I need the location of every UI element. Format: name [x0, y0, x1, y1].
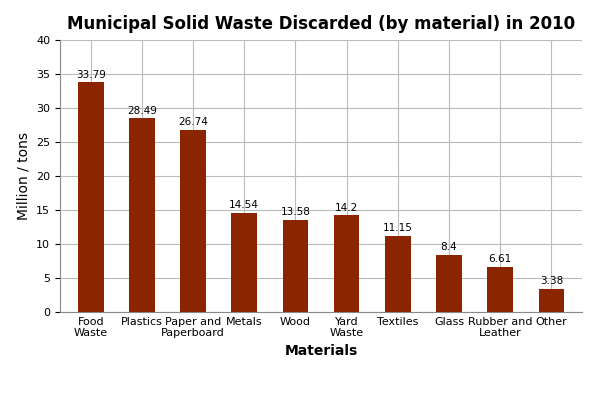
Bar — [334, 216, 359, 312]
Bar — [539, 289, 564, 312]
Text: 8.4: 8.4 — [440, 242, 457, 252]
Text: 33.79: 33.79 — [76, 70, 106, 80]
Text: 28.49: 28.49 — [127, 106, 157, 116]
Text: 26.74: 26.74 — [178, 118, 208, 128]
Bar — [436, 255, 462, 312]
Text: 13.58: 13.58 — [280, 207, 310, 217]
Text: 11.15: 11.15 — [383, 224, 413, 234]
Text: 3.38: 3.38 — [539, 276, 563, 286]
Text: 14.2: 14.2 — [335, 203, 358, 213]
Y-axis label: Million / tons: Million / tons — [17, 132, 31, 220]
Bar — [180, 130, 206, 312]
X-axis label: Materials: Materials — [284, 344, 358, 358]
Text: 14.54: 14.54 — [229, 200, 259, 210]
Bar — [283, 220, 308, 312]
Bar — [129, 118, 155, 312]
Text: 6.61: 6.61 — [488, 254, 512, 264]
Bar — [385, 236, 410, 312]
Bar — [487, 267, 513, 312]
Title: Municipal Solid Waste Discarded (by material) in 2010: Municipal Solid Waste Discarded (by mate… — [67, 15, 575, 33]
Bar — [232, 213, 257, 312]
Bar — [78, 82, 104, 312]
